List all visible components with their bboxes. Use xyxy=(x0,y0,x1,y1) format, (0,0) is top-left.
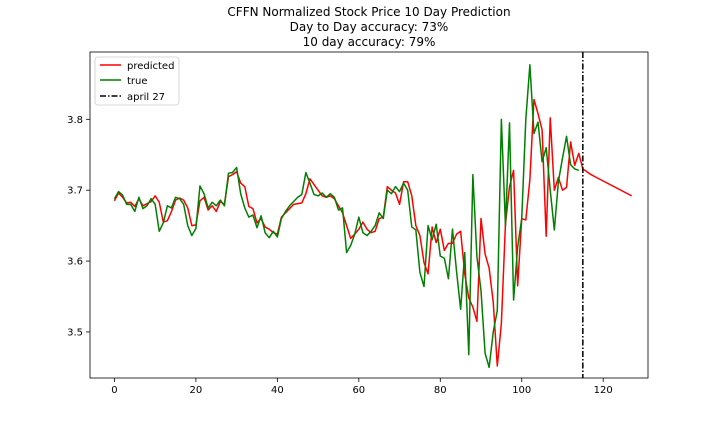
x-tick-label: 100 xyxy=(512,385,531,396)
plot-area xyxy=(113,52,633,378)
legend-box xyxy=(94,56,180,106)
y-tick-label: 3.5 xyxy=(67,327,83,338)
x-tick-label: 80 xyxy=(434,385,447,396)
x-axis: 0 20 40 60 80 100 120 xyxy=(111,378,613,396)
y-tick-label: 3.6 xyxy=(67,257,83,268)
series-line-true xyxy=(113,64,580,369)
x-tick-label: 20 xyxy=(190,385,203,396)
legend: predicted true april 27 xyxy=(94,56,180,106)
chart-title-line-3: 10 day accuracy: 79% xyxy=(303,35,436,49)
y-axis: 3.5 3.6 3.7 3.8 xyxy=(67,115,90,338)
chart-title-line-1: CFFN Normalized Stock Price 10 Day Predi… xyxy=(227,5,510,19)
x-tick-label: 0 xyxy=(111,385,117,396)
x-tick-label: 120 xyxy=(594,385,613,396)
plot-frame xyxy=(89,51,649,379)
y-tick-label: 3.8 xyxy=(67,115,83,126)
x-tick-label: 60 xyxy=(352,385,365,396)
series-line-predicted xyxy=(113,98,633,367)
legend-label-predicted: predicted xyxy=(127,61,174,72)
chart-title-line-2: Day to Day accuracy: 73% xyxy=(290,20,449,34)
x-tick-label: 40 xyxy=(271,385,284,396)
legend-label-true: true xyxy=(127,76,148,87)
legend-label-april-27: april 27 xyxy=(127,92,165,103)
y-tick-label: 3.7 xyxy=(67,186,83,197)
